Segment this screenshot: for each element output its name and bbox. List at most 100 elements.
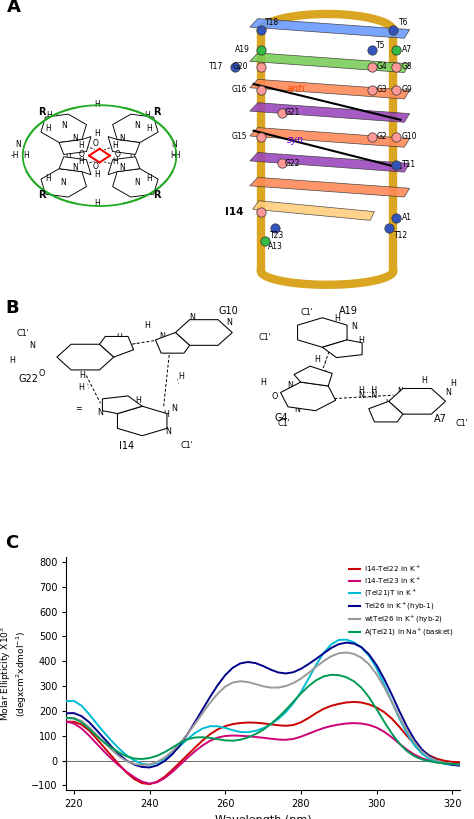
Point bbox=[392, 211, 400, 224]
Text: N: N bbox=[29, 342, 35, 351]
Text: C1': C1' bbox=[180, 441, 193, 450]
Polygon shape bbox=[102, 396, 142, 414]
Text: A13: A13 bbox=[268, 242, 283, 251]
Text: H: H bbox=[65, 150, 71, 159]
Text: H: H bbox=[421, 376, 427, 385]
Text: T5: T5 bbox=[376, 41, 385, 50]
Text: I14: I14 bbox=[225, 206, 244, 217]
Text: A: A bbox=[7, 0, 21, 16]
Text: ...: ... bbox=[173, 376, 183, 385]
Text: N: N bbox=[135, 178, 140, 187]
Text: N: N bbox=[397, 387, 403, 396]
Text: N: N bbox=[61, 121, 67, 130]
Text: A19: A19 bbox=[235, 45, 249, 54]
Polygon shape bbox=[250, 79, 410, 99]
Point bbox=[278, 106, 286, 120]
Text: T6: T6 bbox=[399, 18, 409, 27]
Point bbox=[257, 43, 264, 57]
Polygon shape bbox=[100, 337, 134, 357]
Text: ...: ... bbox=[319, 355, 329, 365]
Text: N: N bbox=[72, 163, 78, 172]
Text: T17: T17 bbox=[209, 62, 223, 71]
Polygon shape bbox=[250, 53, 410, 73]
Point bbox=[392, 83, 400, 96]
Text: C1': C1' bbox=[17, 329, 29, 338]
Point bbox=[278, 157, 286, 170]
Polygon shape bbox=[389, 388, 446, 414]
Text: R: R bbox=[154, 107, 161, 117]
Text: H: H bbox=[78, 141, 84, 150]
Point bbox=[368, 61, 376, 74]
Text: A7: A7 bbox=[434, 414, 447, 424]
Text: =: = bbox=[75, 404, 82, 413]
Text: H: H bbox=[145, 111, 150, 120]
Text: H: H bbox=[23, 151, 28, 160]
Text: G8: G8 bbox=[401, 62, 412, 71]
Text: N: N bbox=[119, 163, 125, 172]
Point bbox=[271, 221, 279, 234]
Polygon shape bbox=[250, 178, 410, 197]
Text: C1': C1' bbox=[301, 308, 314, 317]
Polygon shape bbox=[298, 318, 347, 347]
Text: G22: G22 bbox=[19, 373, 39, 383]
Text: A7: A7 bbox=[401, 45, 411, 54]
Text: N: N bbox=[352, 322, 357, 331]
Text: H: H bbox=[9, 356, 15, 365]
Legend: I14-Tel22 in K$^+$, I14-Tel23 in K$^+$, (Tel21)T in K$^+$, Tel26 in K$^+$(hyb-1): I14-Tel22 in K$^+$, I14-Tel23 in K$^+$, … bbox=[346, 560, 456, 641]
Text: A19: A19 bbox=[339, 306, 358, 316]
Text: H: H bbox=[113, 141, 118, 150]
Text: H: H bbox=[46, 111, 52, 120]
Text: N: N bbox=[60, 178, 66, 187]
Point bbox=[392, 43, 400, 57]
Text: H: H bbox=[46, 124, 52, 133]
Point bbox=[257, 130, 264, 143]
Text: R: R bbox=[37, 191, 45, 201]
Text: H: H bbox=[450, 379, 456, 388]
Point bbox=[257, 61, 264, 74]
Point bbox=[390, 23, 397, 36]
Text: H: H bbox=[134, 132, 139, 141]
Text: H: H bbox=[80, 371, 85, 380]
Text: H: H bbox=[145, 320, 150, 329]
Text: H: H bbox=[178, 372, 183, 381]
Text: H: H bbox=[94, 129, 100, 138]
Text: B: B bbox=[6, 299, 19, 317]
Point bbox=[392, 158, 400, 171]
Text: O: O bbox=[39, 369, 45, 378]
Text: N: N bbox=[294, 405, 300, 414]
Text: I14: I14 bbox=[118, 441, 134, 451]
Text: H: H bbox=[146, 124, 152, 133]
Text: H: H bbox=[129, 150, 135, 159]
Polygon shape bbox=[175, 319, 232, 346]
Text: N: N bbox=[72, 134, 78, 143]
Text: O: O bbox=[93, 139, 99, 148]
Text: H: H bbox=[261, 378, 266, 387]
Polygon shape bbox=[250, 102, 410, 122]
Text: H: H bbox=[314, 355, 319, 364]
Point bbox=[368, 130, 376, 143]
Text: N: N bbox=[172, 140, 177, 149]
Polygon shape bbox=[250, 152, 410, 172]
Text: N: N bbox=[446, 388, 451, 397]
Text: H: H bbox=[94, 170, 100, 179]
Text: A1: A1 bbox=[401, 214, 411, 222]
Text: N: N bbox=[159, 332, 164, 341]
Polygon shape bbox=[108, 156, 140, 174]
Text: H: H bbox=[358, 336, 364, 345]
Text: H: H bbox=[385, 399, 391, 408]
Text: G4: G4 bbox=[275, 413, 289, 423]
Point bbox=[257, 83, 264, 96]
Text: H: H bbox=[59, 166, 65, 175]
Text: G3: G3 bbox=[377, 85, 388, 94]
Text: R: R bbox=[154, 191, 161, 201]
Text: O: O bbox=[93, 162, 99, 171]
Y-axis label: Molar Ellipticity X10$^3$
(degxcm$^2$xdmol$^{-1}$): Molar Ellipticity X10$^3$ (degxcm$^2$xdm… bbox=[0, 626, 29, 722]
Text: H: H bbox=[94, 199, 100, 208]
Text: C1': C1' bbox=[258, 333, 271, 342]
Text: G10: G10 bbox=[218, 306, 238, 316]
Text: H: H bbox=[164, 410, 169, 419]
Polygon shape bbox=[253, 201, 374, 220]
Text: H: H bbox=[46, 174, 52, 183]
Text: T12: T12 bbox=[394, 231, 409, 240]
Text: H: H bbox=[78, 157, 84, 166]
